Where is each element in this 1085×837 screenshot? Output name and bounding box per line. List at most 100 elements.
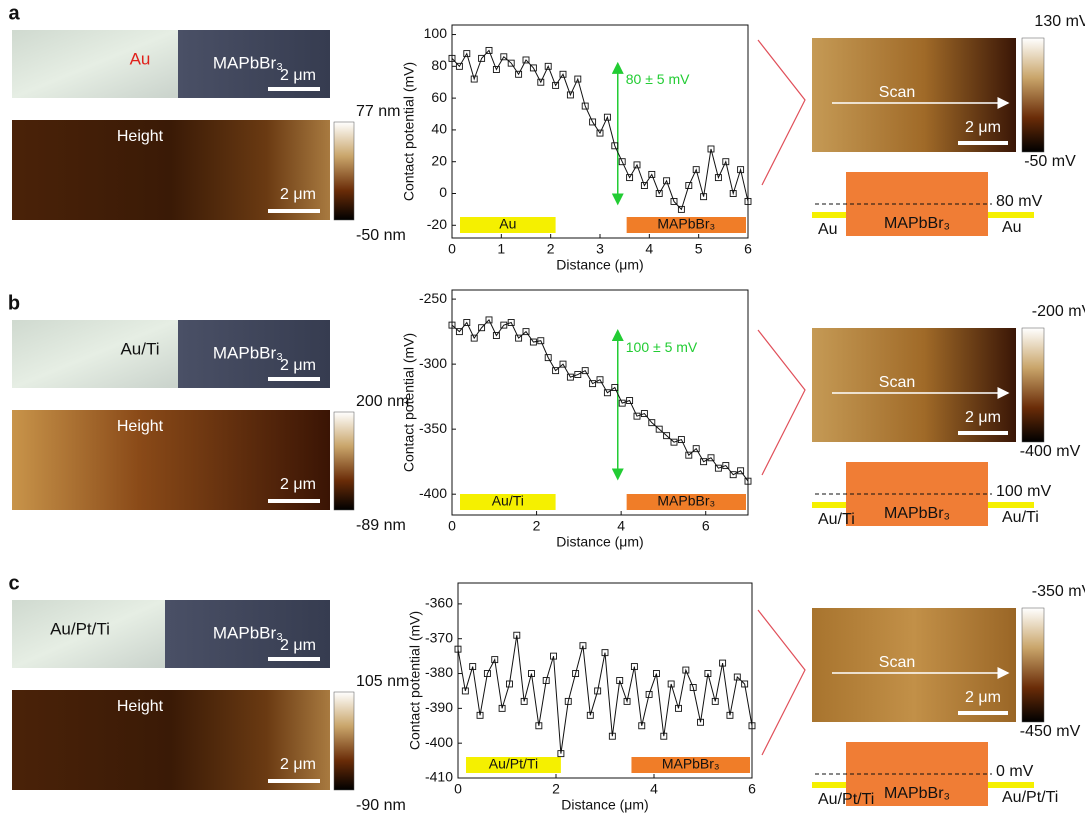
data-marker (603, 389, 611, 397)
data-marker (618, 158, 626, 166)
data-marker (689, 684, 697, 691)
y-axis-title: Contact potential (mV) (407, 611, 423, 750)
band-left: Au/Pt/Ti (818, 791, 874, 808)
data-marker (741, 680, 749, 688)
data-marker (491, 656, 499, 664)
scale-label: 2 μm (280, 186, 316, 203)
data-marker (537, 337, 545, 345)
x-tick-label: 1 (497, 241, 505, 257)
band-left: Au (818, 221, 838, 238)
scale-label: 2 μm (965, 409, 1001, 426)
height-image (12, 410, 330, 510)
panel-label: b (8, 292, 20, 314)
data-marker (550, 652, 557, 660)
region-box (466, 757, 561, 773)
optical-image-metal (12, 320, 178, 388)
data-marker (719, 659, 727, 667)
y-tick-label: 60 (431, 89, 447, 105)
data-marker (682, 666, 690, 674)
scale-label: 2 μm (280, 637, 316, 654)
kpfm-colorbar (1021, 37, 1045, 153)
scale-label: 2 μm (280, 476, 316, 493)
y-tick-label: -400 (425, 734, 453, 750)
data-marker (529, 338, 537, 346)
x-tick-label: 6 (748, 781, 756, 797)
data-marker (559, 360, 567, 368)
film-block-front (846, 205, 988, 236)
data-marker (470, 75, 478, 83)
data-marker (744, 197, 752, 205)
colorbar-max: 105 nm (356, 673, 409, 690)
data-marker (589, 380, 597, 388)
data-marker (498, 704, 506, 712)
x-tick-label: 4 (645, 241, 653, 257)
data-marker (711, 697, 719, 705)
y-tick-label: -380 (425, 664, 453, 680)
plot-frame (451, 289, 749, 516)
optical-image-metal (12, 30, 178, 98)
region-label: Au (499, 216, 516, 232)
colorbar-min: -50 mV (1024, 153, 1076, 170)
data-marker (537, 78, 545, 86)
optical-image-film (178, 320, 330, 388)
data-marker (596, 129, 604, 137)
y-tick-label: 0 (439, 184, 447, 200)
scan-label: Scan (879, 654, 915, 671)
data-marker (557, 750, 565, 758)
height-title: Height (117, 128, 164, 145)
x-tick-label: 0 (448, 241, 456, 257)
zoom-lines (757, 609, 806, 756)
offset-annotation: 80 ± 5 mV (626, 71, 690, 87)
data-marker (478, 324, 486, 332)
data-marker (737, 166, 745, 174)
region-box (460, 494, 556, 510)
x-axis-title: Distance (μm) (556, 257, 643, 273)
data-marker (552, 81, 560, 89)
data-marker (500, 53, 508, 61)
data-marker (485, 316, 493, 324)
data-marker (581, 102, 589, 110)
colorbar-min: -50 nm (356, 227, 406, 244)
data-marker (507, 59, 515, 67)
kpfm-colorbar (1021, 607, 1045, 723)
colorbar-min: -400 mV (1020, 443, 1081, 460)
data-marker (640, 410, 648, 418)
height-title: Height (117, 418, 164, 435)
data-marker (463, 319, 471, 326)
data-marker (544, 62, 552, 70)
data-marker (685, 182, 693, 189)
scale-label: 2 μm (965, 689, 1001, 706)
band-film: MAPbBr₃ (884, 215, 950, 232)
data-marker (623, 697, 631, 705)
data-marker (596, 376, 604, 384)
offset-annotation: 100 ± 5 mV (626, 339, 698, 355)
data-marker (463, 50, 471, 58)
data-marker (483, 670, 491, 677)
scan-label: Scan (879, 374, 915, 391)
data-marker (522, 328, 530, 336)
data-marker (722, 462, 730, 470)
region-box (626, 494, 746, 510)
data-marker (448, 321, 456, 329)
optical-image-metal (12, 600, 165, 668)
data-line (457, 635, 753, 754)
data-marker (529, 64, 537, 72)
x-tick-label: 5 (695, 241, 703, 257)
data-marker (626, 174, 634, 182)
colorbar-max: 130 mV (1034, 13, 1085, 30)
data-marker (566, 91, 574, 99)
data-marker (707, 145, 715, 153)
x-axis-title: Distance (μm) (556, 534, 643, 550)
metal-label: Au/Pt/Ti (50, 619, 110, 638)
band-right: Au (1002, 219, 1022, 236)
data-marker (733, 673, 741, 681)
zoom-lines (757, 39, 806, 186)
x-tick-label: 0 (448, 518, 456, 534)
film-label: MAPbBr₃ (213, 53, 283, 72)
data-marker (574, 75, 582, 83)
scan-label: Scan (879, 84, 915, 101)
data-marker (520, 697, 528, 705)
data-marker (667, 680, 675, 688)
band-left: Au/Ti (818, 511, 855, 528)
colorbar-min: -90 nm (356, 797, 406, 814)
